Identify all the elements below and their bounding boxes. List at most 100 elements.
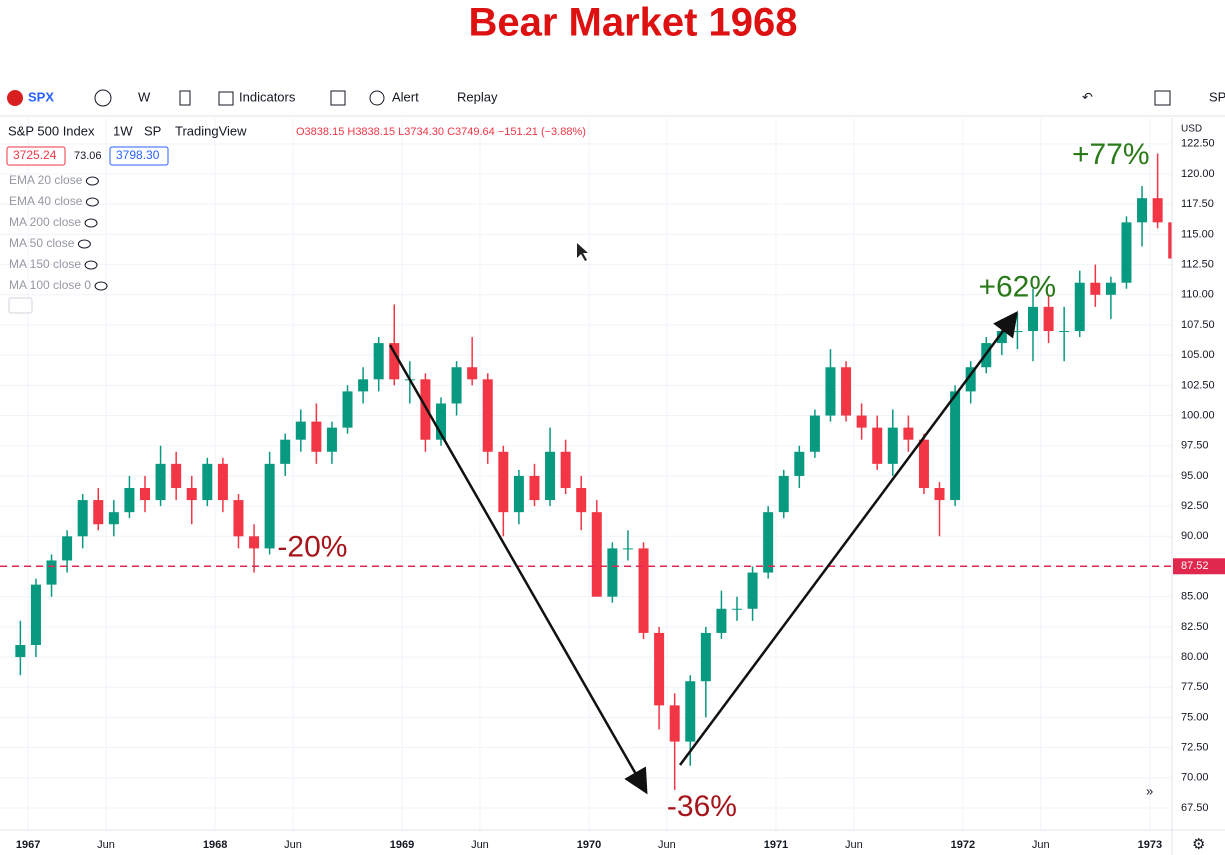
- interval[interactable]: W: [138, 89, 151, 104]
- candle-body: [467, 367, 478, 380]
- annotation: -20%: [277, 530, 347, 563]
- visibility-toggle[interactable]: [94, 281, 108, 291]
- visibility-toggle[interactable]: [84, 260, 98, 270]
- x-tick-label: 1972: [951, 839, 975, 851]
- candle-body: [747, 572, 758, 609]
- candle-body: [217, 463, 228, 501]
- candle-body: [295, 421, 306, 440]
- cloud-save[interactable]: SP: [1209, 89, 1225, 104]
- legend-source: TradingView: [175, 123, 247, 138]
- candle-body: [856, 415, 867, 428]
- level-label-box: [1173, 558, 1225, 575]
- candle-body: [186, 488, 197, 501]
- candle-body: [825, 367, 836, 416]
- candle-body: [326, 427, 337, 452]
- candle-body: [560, 451, 571, 489]
- annotation: +77%: [1072, 138, 1150, 171]
- candle-body: [918, 439, 929, 489]
- page-title: Bear Market 1968: [468, 1, 797, 45]
- visibility-toggle[interactable]: [85, 176, 99, 186]
- replay-button[interactable]: Replay: [457, 89, 498, 104]
- candle-body: [622, 548, 633, 550]
- candle-body: [950, 391, 961, 501]
- alert-button[interactable]: Alert: [392, 89, 419, 104]
- annotation: -36%: [667, 790, 737, 823]
- add-symbol[interactable]: [94, 89, 112, 107]
- candle-body: [1121, 222, 1132, 283]
- candle-body: [1105, 282, 1116, 295]
- y-tick-label: 112.50: [1181, 259, 1214, 271]
- indicator-label: MA 50 close: [9, 236, 75, 250]
- collapse-button[interactable]: [8, 297, 33, 314]
- candle-body: [716, 608, 727, 633]
- layout[interactable]: [1154, 90, 1171, 106]
- candle-body: [311, 421, 322, 452]
- candle-body: [934, 488, 945, 501]
- chart-type[interactable]: [179, 90, 191, 106]
- y-tick-label: 102.50: [1181, 379, 1215, 391]
- trend-arrow: [388, 344, 648, 795]
- candle-body: [529, 475, 540, 501]
- candle-body: [763, 512, 774, 573]
- y-tick-label: 90.00: [1181, 530, 1209, 542]
- candle-body: [249, 536, 260, 549]
- ask-box: [109, 146, 169, 166]
- candle-body: [1059, 331, 1070, 333]
- spread: 73.06: [74, 150, 102, 162]
- undo[interactable]: ↶: [1082, 89, 1093, 104]
- y-tick-label: 70.00: [1181, 772, 1209, 784]
- candle-body: [498, 451, 509, 513]
- indicator-label: EMA 40 close: [9, 194, 83, 208]
- legend-interval: 1W: [113, 123, 133, 138]
- indicators-button[interactable]: Indicators: [239, 89, 296, 104]
- currency[interactable]: USD: [1181, 124, 1202, 135]
- candle-body: [233, 500, 244, 537]
- settings[interactable]: ⚙: [1192, 836, 1205, 853]
- candle-body: [358, 379, 369, 392]
- x-tick-label: 1967: [16, 839, 40, 851]
- y-tick-label: 105.00: [1181, 349, 1215, 361]
- y-tick-label: 110.00: [1181, 289, 1214, 301]
- candle-body: [903, 427, 914, 440]
- level-label: 87.52: [1181, 560, 1209, 572]
- scroll-right[interactable]: »: [1146, 783, 1153, 798]
- symbol-icon: [7, 90, 23, 106]
- indicator-label: MA 200 close: [9, 215, 81, 229]
- y-tick-label: 95.00: [1181, 470, 1209, 482]
- cursor: [577, 243, 588, 261]
- candle-body: [841, 367, 852, 416]
- y-tick-label: 85.00: [1181, 591, 1209, 603]
- candle-body: [342, 391, 353, 428]
- y-tick-label: 117.50: [1181, 198, 1214, 210]
- candle-body: [46, 560, 57, 585]
- candle-body: [732, 608, 742, 610]
- candle-body: [108, 512, 119, 525]
- candle-body: [124, 488, 135, 513]
- candle-body: [451, 367, 462, 404]
- indicator-label: MA 150 close: [9, 257, 81, 271]
- x-tick-label: 1968: [203, 839, 227, 851]
- symbol[interactable]: SPX: [28, 89, 54, 104]
- candle-body: [30, 584, 41, 645]
- y-tick-label: 122.50: [1181, 138, 1215, 150]
- bid-box: [6, 146, 66, 166]
- templates[interactable]: [330, 90, 346, 106]
- y-tick-label: 107.50: [1181, 319, 1215, 331]
- y-tick-label: 80.00: [1181, 651, 1209, 663]
- candle-body: [140, 488, 150, 501]
- x-tick-label: Jun: [284, 839, 302, 851]
- indicator-label: MA 100 close 0: [9, 278, 91, 292]
- candle-body: [202, 463, 213, 501]
- candle-body: [654, 632, 665, 706]
- x-tick-label: Jun: [658, 839, 676, 851]
- annotation: +62%: [978, 271, 1056, 304]
- x-tick-label: Jun: [845, 839, 863, 851]
- visibility-toggle[interactable]: [77, 239, 91, 249]
- candle-body: [280, 439, 291, 464]
- candle-body: [1090, 282, 1101, 295]
- visibility-toggle[interactable]: [84, 218, 98, 228]
- y-tick-label: 115.00: [1181, 228, 1214, 240]
- visibility-toggle[interactable]: [85, 197, 99, 207]
- candle-body: [1152, 198, 1163, 223]
- indicator-label: EMA 20 close: [9, 173, 83, 187]
